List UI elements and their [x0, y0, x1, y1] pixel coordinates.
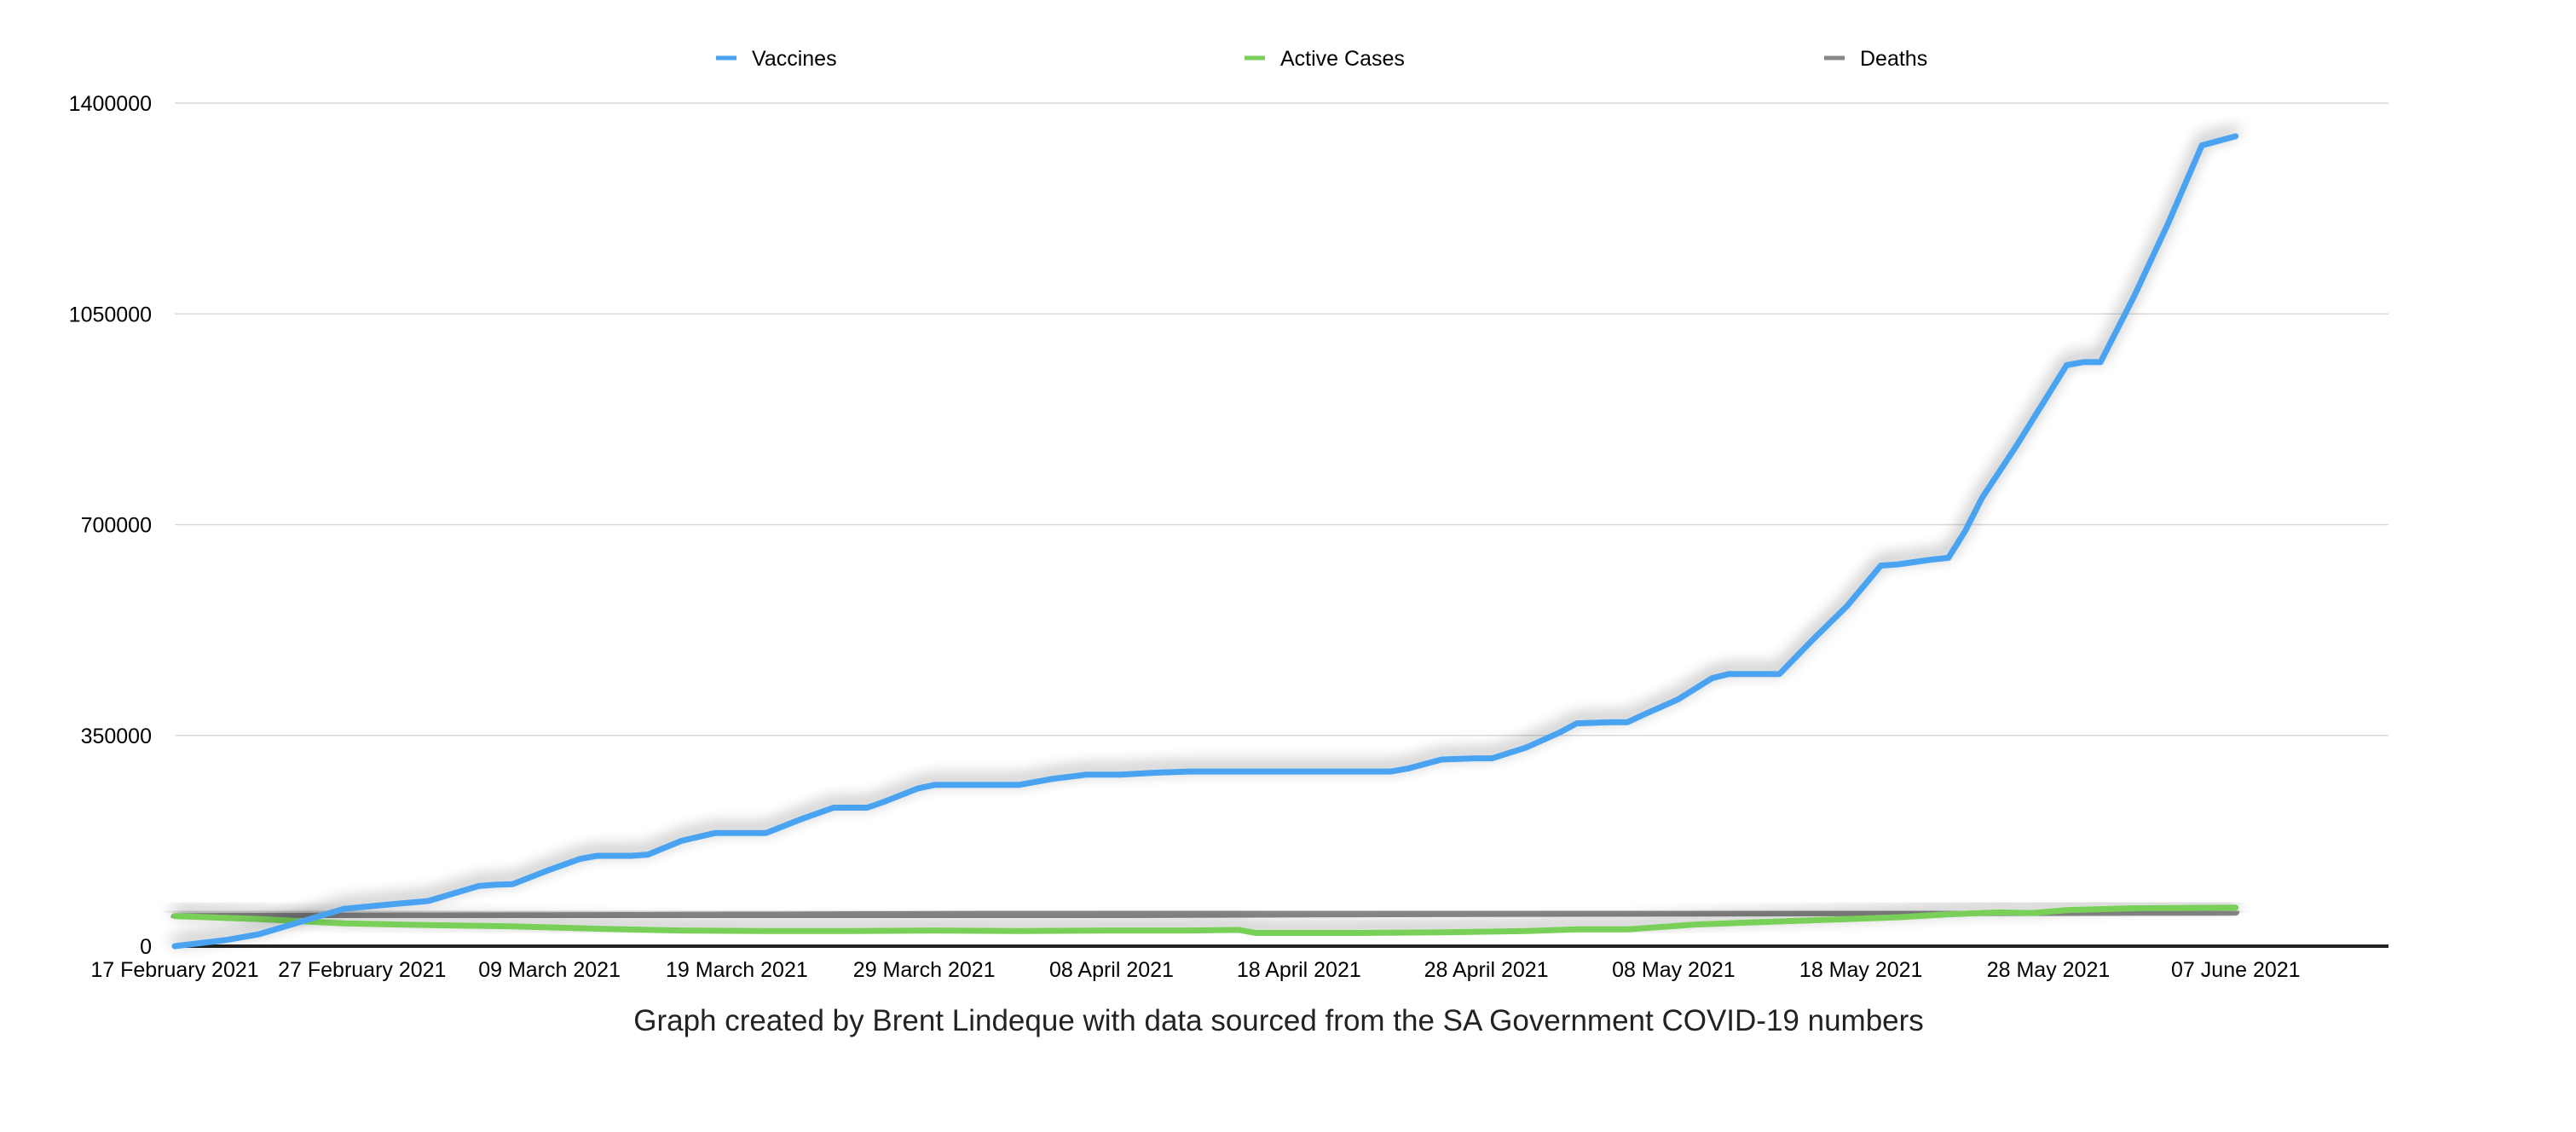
y-tick-label: 1400000 — [69, 92, 152, 116]
series-line-vaccines — [171, 133, 2239, 950]
x-tick-label: 08 May 2021 — [1612, 958, 1736, 982]
legend-item-vaccines: Vaccines — [716, 47, 837, 71]
x-tick-label: 27 February 2021 — [278, 958, 446, 982]
x-tick-label: 17 February 2021 — [90, 958, 258, 982]
chart-caption: Graph created by Brent Lindeque with dat… — [633, 1004, 1924, 1037]
x-tick-label: 29 March 2021 — [853, 958, 996, 982]
y-tick-label: 1050000 — [69, 303, 152, 326]
legend: Vaccines Active Cases Deaths — [716, 47, 1927, 71]
y-axis: 0 350000 700000 1050000 1400000 — [69, 92, 152, 959]
series-line-active-cases — [171, 904, 2239, 936]
x-tick-label: 18 April 2021 — [1237, 958, 1361, 982]
legend-label: Active Cases — [1280, 47, 1405, 71]
x-tick-label: 08 April 2021 — [1049, 958, 1174, 982]
x-tick-label: 07 June 2021 — [2171, 958, 2301, 982]
x-tick-label: 28 April 2021 — [1424, 958, 1549, 982]
gridlines — [175, 102, 2388, 948]
x-tick-label: 18 May 2021 — [1799, 958, 1923, 982]
y-tick-label: 0 — [140, 935, 152, 959]
legend-label: Vaccines — [752, 47, 837, 71]
series-lines — [170, 133, 2240, 950]
legend-item-active-cases: Active Cases — [1245, 47, 1405, 71]
y-tick-label: 700000 — [81, 514, 152, 538]
x-tick-label: 09 March 2021 — [478, 958, 621, 982]
x-axis: 17 February 2021 27 February 2021 09 March… — [90, 958, 2300, 982]
legend-label: Deaths — [1860, 47, 1927, 71]
x-tick-label: 28 May 2021 — [1987, 958, 2111, 982]
x-tick-label: 19 March 2021 — [666, 958, 808, 982]
series-line-deaths — [170, 908, 2240, 921]
legend-item-deaths: Deaths — [1824, 47, 1927, 71]
y-tick-label: 350000 — [81, 725, 152, 748]
